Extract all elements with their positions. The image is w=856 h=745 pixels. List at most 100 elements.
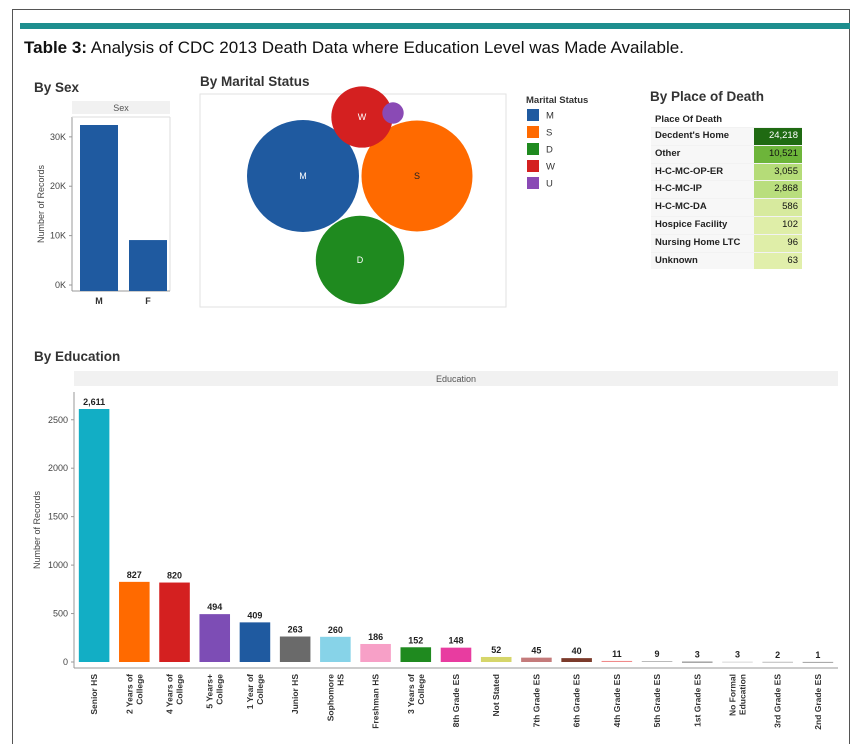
education-bar: [320, 636, 351, 662]
marital-bubble: [315, 215, 405, 305]
education-bar: [681, 661, 713, 663]
marital-bubble-label: W: [358, 112, 367, 122]
sex-x-tick-label: M: [95, 296, 103, 306]
marital-legend-label: W: [546, 162, 555, 173]
place-of-death-table: Place Of Death Decdent's Home 24,218 Other…: [651, 113, 802, 270]
education-x-tick-label: 3 Years of: [406, 674, 416, 714]
education-value-label: 45: [531, 646, 541, 656]
place-row-value: 63: [754, 252, 802, 270]
place-row: H-C-MC-DA 586: [651, 198, 802, 216]
education-x-tick-label: College: [134, 674, 144, 705]
sex-chart-title: Sex: [113, 103, 129, 113]
marital-legend-label: D: [546, 145, 553, 156]
marital-legend-label: M: [546, 111, 554, 122]
education-value-label: 3: [695, 650, 700, 660]
education-value-label: 148: [448, 636, 463, 646]
place-row: H-C-MC-IP 2,868: [651, 180, 802, 199]
education-x-tick-label: 5th Grade ES: [652, 674, 662, 728]
education-y-tick-label: 2500: [48, 415, 68, 425]
marital-bubble: [331, 86, 393, 148]
header-accent-bar: [20, 23, 850, 29]
education-x-tick-label: 7th Grade ES: [531, 674, 541, 728]
marital-legend-swatch: [527, 109, 539, 121]
education-x-tick-label: 4 Years of: [165, 674, 175, 714]
education-bar: [119, 581, 150, 662]
place-row: Hospice Facility 102: [651, 215, 802, 234]
education-x-tick-label: Not Stated: [491, 674, 501, 717]
figure-frame: [12, 9, 850, 744]
education-bar: [440, 647, 472, 662]
sex-bar: [80, 125, 118, 291]
marital-bubble-label: D: [357, 255, 364, 265]
place-row: Unknown 63: [651, 251, 802, 270]
education-bar: [360, 643, 391, 662]
marital-legend-swatch: [527, 126, 539, 138]
sex-title-band: [72, 101, 170, 114]
education-value-label: 186: [368, 632, 383, 642]
place-row-label: H-C-MC-IP: [651, 181, 754, 199]
place-row: Decdent's Home 24,218: [651, 127, 802, 145]
education-value-label: 263: [288, 625, 303, 635]
education-x-tick-label: College: [215, 674, 225, 705]
education-value-label: 827: [127, 570, 142, 580]
education-y-tick-label: 0: [63, 657, 68, 667]
marital-bubble-label: M: [299, 171, 307, 181]
education-x-tick-label: 5 Years+: [205, 674, 215, 709]
education-x-tick-label: College: [416, 674, 426, 705]
education-chart-title: Education: [436, 374, 476, 384]
place-row-label: Other: [651, 145, 754, 163]
education-value-label: 52: [491, 645, 501, 655]
education-bar: [159, 582, 190, 662]
education-bar: [480, 656, 512, 662]
place-row-value: 2,868: [754, 181, 802, 199]
education-x-tick-label: No Formal: [727, 674, 737, 716]
marital-bubble: [382, 102, 404, 124]
education-value-label: 409: [247, 610, 262, 620]
place-row-label: Nursing Home LTC: [651, 234, 754, 252]
education-x-tick-label: Sophomore: [325, 674, 335, 721]
caption-text: Analysis of CDC 2013 Death Data where Ed…: [90, 38, 684, 57]
education-title-band: [74, 371, 838, 386]
sex-y-tick-label: 0K: [55, 280, 66, 290]
education-value-label: 11: [612, 649, 622, 659]
place-row-value: 102: [754, 216, 802, 234]
marital-legend-label: S: [546, 128, 552, 139]
education-bar: [601, 660, 633, 662]
place-row-label: H-C-MC-OP-ER: [651, 163, 754, 181]
education-bar: [199, 614, 231, 662]
place-row: Nursing Home LTC 96: [651, 233, 802, 252]
education-x-tick-label: 6th Grade ES: [572, 674, 582, 728]
place-row-label: H-C-MC-DA: [651, 199, 754, 216]
education-bar: [722, 661, 753, 663]
education-x-tick-label: HS: [335, 674, 345, 686]
sex-y-tick-label: 30K: [50, 132, 66, 142]
place-row: H-C-MC-OP-ER 3,055: [651, 162, 802, 181]
education-x-tick-label: College: [175, 674, 185, 705]
sex-y-axis-label: Number of Records: [36, 164, 46, 243]
place-row-value: 3,055: [754, 163, 802, 181]
education-x-tick-label: Junior HS: [290, 674, 300, 714]
figure-caption: Table 3: Analysis of CDC 2013 Death Data…: [24, 38, 684, 58]
marital-bubble: [247, 120, 359, 232]
education-x-tick-label: 1 Year of: [245, 674, 255, 709]
education-y-tick-label: 1500: [48, 512, 68, 522]
sex-bar: [129, 240, 167, 291]
marital-bubble-label: S: [414, 171, 420, 181]
education-x-tick-label: 1st Grade ES: [692, 674, 702, 727]
place-row-value: 586: [754, 199, 802, 216]
education-x-tick-label: 3rd Grade ES: [773, 674, 783, 728]
section-title-education: By Education: [34, 349, 121, 364]
education-value-label: 2: [775, 650, 780, 660]
education-value-label: 3: [735, 650, 740, 660]
education-bar: [400, 647, 432, 662]
education-x-tick-label: Education: [737, 674, 747, 715]
education-bar: [279, 636, 311, 662]
section-title-place: By Place of Death: [650, 89, 765, 104]
section-title-marital: By Marital Status: [200, 74, 310, 89]
education-bar: [521, 657, 552, 662]
marital-legend-swatch: [527, 177, 539, 189]
caption-label: Table 3:: [24, 38, 87, 57]
marital-bubble: [361, 120, 473, 232]
marital-legend-title: Marital Status: [526, 95, 588, 106]
education-value-label: 152: [408, 635, 423, 645]
